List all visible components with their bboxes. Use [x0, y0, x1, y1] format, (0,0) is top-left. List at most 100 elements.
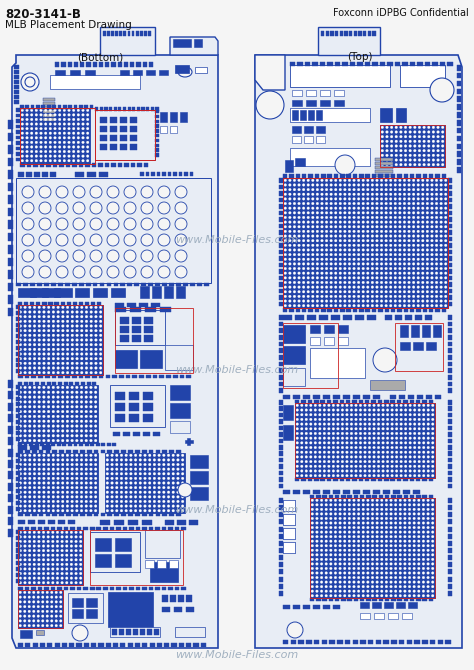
- Circle shape: [418, 558, 420, 561]
- Circle shape: [404, 163, 407, 166]
- Circle shape: [431, 456, 434, 458]
- Circle shape: [55, 620, 57, 622]
- Circle shape: [385, 281, 387, 284]
- Circle shape: [33, 577, 36, 580]
- Circle shape: [339, 249, 342, 251]
- Circle shape: [348, 517, 351, 520]
- Circle shape: [175, 186, 187, 198]
- Bar: [346, 308, 351, 312]
- Circle shape: [95, 320, 97, 323]
- Circle shape: [316, 295, 319, 297]
- Circle shape: [80, 477, 83, 480]
- Circle shape: [111, 500, 113, 502]
- Circle shape: [408, 304, 410, 307]
- Circle shape: [86, 159, 89, 162]
- Circle shape: [403, 258, 406, 261]
- Bar: [18, 590, 63, 628]
- Circle shape: [100, 334, 102, 336]
- Circle shape: [320, 504, 323, 506]
- Circle shape: [435, 277, 438, 279]
- Circle shape: [129, 463, 132, 466]
- Circle shape: [301, 427, 303, 430]
- Circle shape: [348, 576, 351, 579]
- Circle shape: [57, 366, 59, 369]
- Bar: [335, 495, 339, 498]
- Circle shape: [339, 263, 342, 265]
- Circle shape: [400, 154, 402, 157]
- Circle shape: [348, 586, 351, 588]
- Circle shape: [320, 540, 323, 543]
- Circle shape: [332, 460, 335, 463]
- Circle shape: [373, 451, 375, 454]
- Circle shape: [57, 311, 59, 314]
- Bar: [310, 325, 320, 333]
- Circle shape: [362, 567, 365, 570]
- Circle shape: [305, 474, 308, 477]
- Circle shape: [386, 423, 389, 425]
- Circle shape: [357, 540, 360, 543]
- Circle shape: [431, 553, 434, 556]
- Circle shape: [357, 558, 360, 561]
- Bar: [64, 587, 68, 590]
- Circle shape: [310, 423, 312, 425]
- Circle shape: [323, 474, 326, 477]
- Circle shape: [296, 432, 299, 435]
- Bar: [306, 90, 316, 96]
- Bar: [90, 530, 183, 585]
- Circle shape: [440, 267, 442, 270]
- Circle shape: [296, 418, 299, 421]
- Circle shape: [403, 184, 406, 186]
- Circle shape: [24, 334, 27, 336]
- Bar: [279, 570, 283, 574]
- Bar: [57, 527, 62, 530]
- Circle shape: [82, 150, 84, 153]
- Circle shape: [376, 226, 378, 228]
- Circle shape: [71, 362, 73, 364]
- Circle shape: [163, 454, 165, 456]
- Circle shape: [75, 391, 78, 393]
- Circle shape: [344, 188, 346, 191]
- Circle shape: [427, 437, 429, 440]
- Circle shape: [412, 216, 415, 218]
- Circle shape: [325, 295, 328, 297]
- Circle shape: [323, 437, 326, 440]
- Circle shape: [335, 253, 337, 256]
- Circle shape: [85, 325, 88, 328]
- Bar: [448, 224, 452, 228]
- Circle shape: [172, 496, 174, 498]
- Circle shape: [62, 316, 64, 318]
- Circle shape: [94, 405, 97, 408]
- Circle shape: [404, 499, 406, 502]
- Circle shape: [435, 299, 438, 302]
- Circle shape: [394, 230, 397, 232]
- Circle shape: [382, 470, 384, 472]
- Circle shape: [54, 123, 56, 125]
- Bar: [279, 230, 283, 234]
- Circle shape: [296, 413, 299, 416]
- Circle shape: [316, 304, 319, 307]
- Bar: [193, 643, 199, 647]
- Bar: [42, 302, 46, 305]
- Circle shape: [52, 339, 55, 341]
- Bar: [283, 178, 448, 308]
- Circle shape: [362, 304, 365, 307]
- Circle shape: [106, 505, 109, 507]
- Circle shape: [445, 263, 447, 265]
- Circle shape: [417, 221, 419, 223]
- Circle shape: [296, 451, 299, 454]
- Bar: [8, 517, 13, 525]
- Circle shape: [77, 109, 80, 112]
- Bar: [42, 445, 51, 450]
- Circle shape: [344, 304, 346, 307]
- Circle shape: [431, 437, 434, 440]
- Circle shape: [381, 149, 383, 152]
- Circle shape: [120, 454, 123, 456]
- Bar: [130, 135, 137, 141]
- Circle shape: [413, 470, 416, 472]
- Circle shape: [61, 549, 64, 552]
- Bar: [115, 310, 165, 345]
- Circle shape: [311, 553, 314, 556]
- Circle shape: [417, 272, 419, 275]
- Bar: [18, 375, 23, 378]
- Circle shape: [298, 188, 301, 191]
